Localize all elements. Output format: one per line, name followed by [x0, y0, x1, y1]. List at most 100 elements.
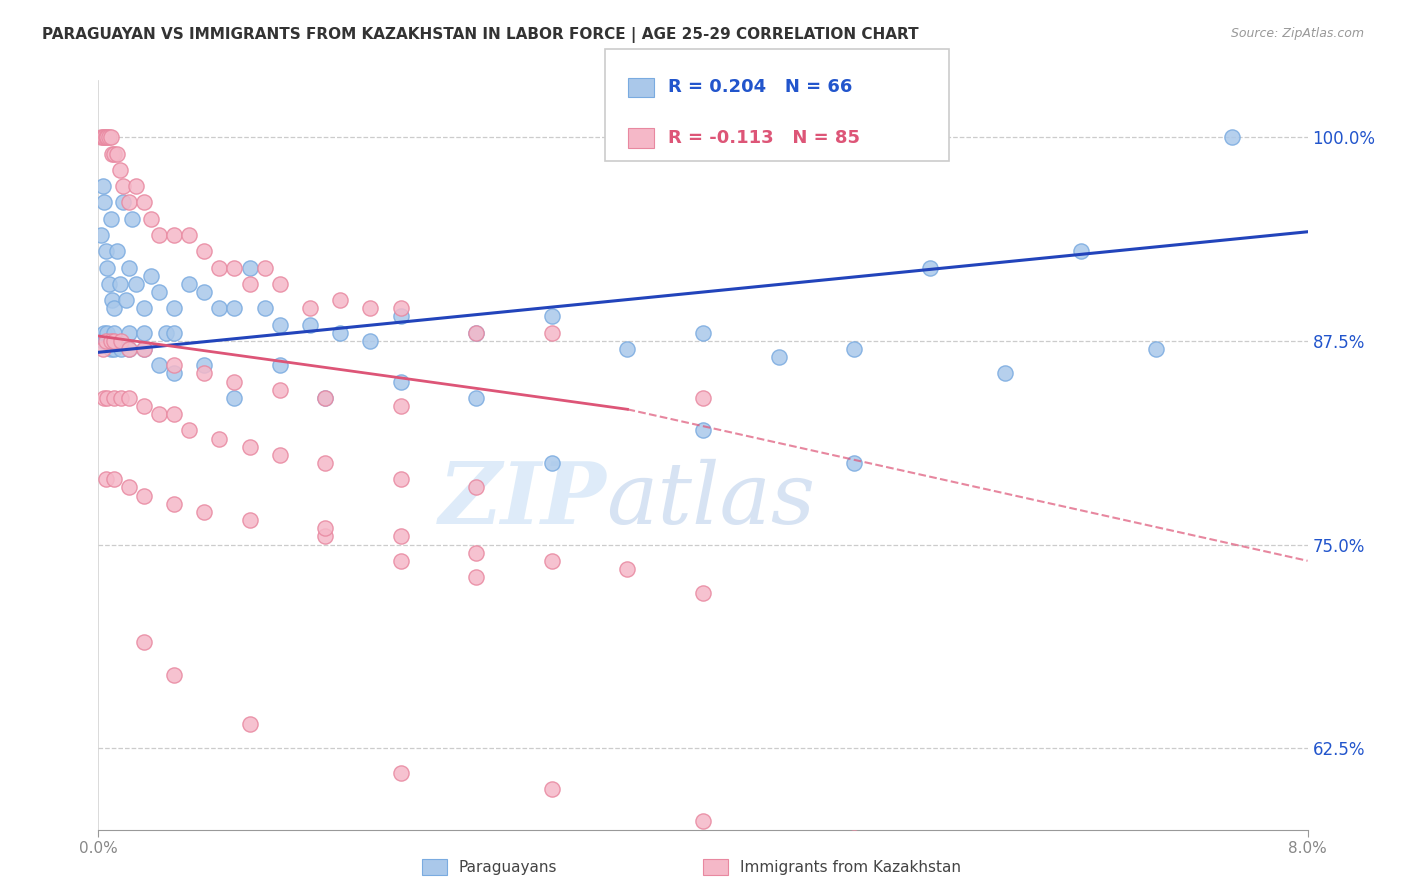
- Point: [96, 130, 118, 145]
- Point: [540, 326, 562, 340]
- Point: [389, 310, 412, 324]
- Point: [239, 440, 262, 454]
- Text: R = 0.204   N = 66: R = 0.204 N = 66: [668, 78, 852, 96]
- Point: [253, 301, 276, 316]
- Point: [692, 586, 714, 600]
- Point: [98, 130, 121, 145]
- Point: [224, 391, 246, 405]
- Point: [844, 830, 866, 845]
- Point: [389, 765, 412, 780]
- Point: [90, 130, 112, 145]
- Point: [465, 546, 488, 560]
- Text: Paraguayans: Paraguayans: [458, 860, 557, 874]
- Point: [208, 260, 231, 275]
- Point: [692, 326, 714, 340]
- Point: [239, 513, 262, 527]
- Point: [103, 146, 125, 161]
- Point: [314, 391, 336, 405]
- Point: [118, 342, 141, 356]
- Point: [148, 227, 170, 242]
- Point: [692, 391, 714, 405]
- Point: [103, 342, 125, 356]
- Point: [103, 301, 125, 316]
- Point: [1070, 244, 1092, 259]
- Point: [163, 326, 186, 340]
- Point: [93, 195, 115, 210]
- Point: [148, 285, 170, 299]
- Point: [132, 635, 155, 649]
- Point: [94, 472, 117, 486]
- Point: [91, 179, 114, 194]
- Point: [193, 285, 215, 299]
- Point: [132, 399, 155, 413]
- Point: [100, 130, 122, 145]
- Point: [389, 399, 412, 413]
- Point: [93, 326, 115, 340]
- Point: [540, 310, 562, 324]
- Point: [269, 448, 291, 462]
- Point: [94, 130, 117, 145]
- Point: [269, 359, 291, 373]
- Point: [314, 456, 336, 470]
- Point: [314, 529, 336, 543]
- Point: [96, 260, 118, 275]
- Point: [105, 244, 128, 259]
- Point: [93, 391, 115, 405]
- Point: [616, 562, 638, 576]
- Point: [148, 407, 170, 421]
- Point: [389, 529, 412, 543]
- Point: [692, 424, 714, 438]
- Point: [132, 195, 155, 210]
- Point: [844, 342, 866, 356]
- Point: [155, 326, 177, 340]
- Point: [132, 489, 155, 503]
- Point: [148, 359, 170, 373]
- Point: [163, 367, 186, 381]
- Point: [224, 260, 246, 275]
- Point: [692, 814, 714, 829]
- Point: [193, 367, 215, 381]
- Point: [208, 432, 231, 446]
- Point: [118, 195, 141, 210]
- Text: Source: ZipAtlas.com: Source: ZipAtlas.com: [1230, 27, 1364, 40]
- Point: [389, 301, 412, 316]
- Point: [314, 521, 336, 535]
- Point: [269, 318, 291, 332]
- Point: [540, 456, 562, 470]
- Point: [179, 424, 201, 438]
- Point: [105, 146, 128, 161]
- Point: [121, 211, 143, 226]
- Point: [91, 342, 114, 356]
- Point: [465, 326, 488, 340]
- Point: [111, 179, 134, 194]
- Point: [179, 277, 201, 291]
- Point: [269, 383, 291, 397]
- Point: [540, 781, 562, 796]
- Point: [389, 472, 412, 486]
- Point: [100, 334, 122, 348]
- Point: [844, 456, 866, 470]
- Point: [1146, 342, 1168, 356]
- Point: [299, 301, 322, 316]
- Point: [163, 359, 186, 373]
- Point: [918, 260, 941, 275]
- Point: [118, 342, 141, 356]
- Text: ZIP: ZIP: [439, 458, 606, 541]
- Text: PARAGUAYAN VS IMMIGRANTS FROM KAZAKHSTAN IN LABOR FORCE | AGE 25-29 CORRELATION : PARAGUAYAN VS IMMIGRANTS FROM KAZAKHSTAN…: [42, 27, 918, 43]
- Point: [163, 301, 186, 316]
- Point: [163, 668, 186, 682]
- Point: [100, 211, 122, 226]
- Point: [94, 334, 117, 348]
- Point: [100, 342, 122, 356]
- Point: [132, 301, 155, 316]
- Point: [94, 334, 117, 348]
- Point: [269, 277, 291, 291]
- Point: [103, 334, 125, 348]
- Point: [389, 554, 412, 568]
- Point: [193, 505, 215, 519]
- Point: [994, 367, 1017, 381]
- Point: [329, 293, 352, 308]
- Point: [108, 162, 131, 177]
- Point: [360, 334, 382, 348]
- Point: [465, 391, 488, 405]
